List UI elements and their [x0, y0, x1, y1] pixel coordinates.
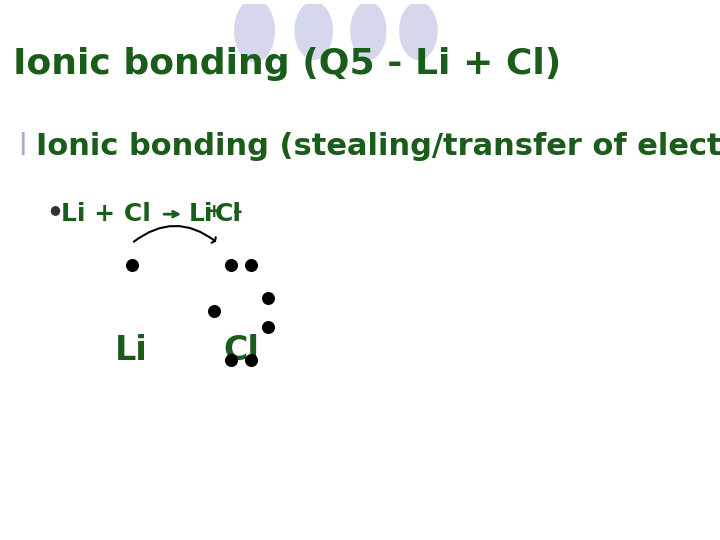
Point	[245, 260, 256, 269]
Point	[208, 307, 220, 316]
Ellipse shape	[294, 2, 333, 60]
Text: Li: Li	[115, 334, 148, 367]
Ellipse shape	[234, 0, 275, 63]
Point	[225, 260, 237, 269]
Point	[245, 356, 256, 364]
Ellipse shape	[399, 2, 438, 60]
Text: Ionic bonding (stealing/transfer of electrons): Ionic bonding (stealing/transfer of elec…	[36, 132, 720, 161]
Point	[263, 323, 274, 332]
Point	[263, 293, 274, 302]
Text: ●: ●	[50, 204, 60, 217]
Text: Cl: Cl	[215, 202, 241, 226]
Text: l: l	[18, 132, 27, 161]
Text: –: –	[233, 202, 243, 221]
Text: Ionic bonding (Q5 - Li + Cl): Ionic bonding (Q5 - Li + Cl)	[13, 46, 562, 80]
Text: Cl: Cl	[223, 334, 258, 367]
Point	[225, 356, 237, 364]
Point	[126, 260, 138, 269]
Text: Li: Li	[189, 202, 213, 226]
Ellipse shape	[350, 2, 387, 60]
Text: Li + Cl: Li + Cl	[61, 202, 160, 226]
Text: +: +	[206, 202, 222, 221]
